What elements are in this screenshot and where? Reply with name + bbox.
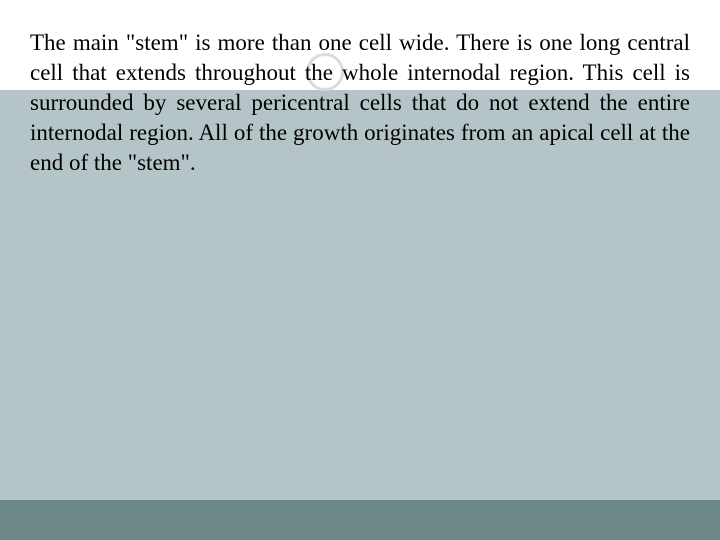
body-text: The main "stem" is more than one cell wi… xyxy=(30,28,690,177)
slide: The main "stem" is more than one cell wi… xyxy=(0,0,720,540)
bottom-band xyxy=(0,500,720,540)
